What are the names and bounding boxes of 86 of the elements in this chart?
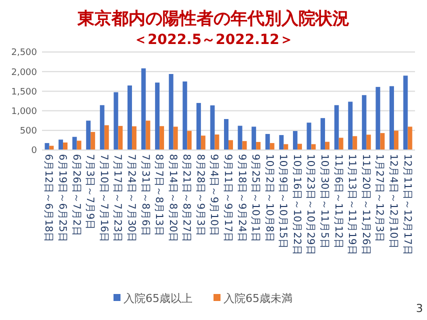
x-tick-label: 6月12日～6月18日 — [42, 154, 54, 242]
x-tick-label: 7月17日～7月23日 — [112, 154, 123, 242]
x-tick-label: 8月28日～9月3日 — [194, 154, 206, 236]
bar — [238, 126, 242, 150]
chart-subtitle: ＜2022.5～2022.12＞ — [134, 32, 294, 48]
bar — [380, 133, 385, 150]
bar — [210, 105, 215, 150]
x-tick-label: 8月7日～8月13日 — [153, 154, 164, 236]
bar — [173, 126, 178, 150]
x-tick-label: 7月24日～7月30日 — [125, 154, 136, 242]
x-tick-label: 10月30日～11月5日 — [318, 154, 330, 249]
legend-label: 入院65歳以上 — [124, 292, 192, 305]
bar — [187, 130, 192, 150]
y-tick-label: 2,500 — [11, 48, 38, 58]
bar — [155, 82, 160, 150]
x-tick-label: 10月16日～10月22日 — [290, 154, 302, 255]
text: 3 — [416, 302, 423, 315]
bar — [182, 81, 188, 150]
x-tick-label: 7月3日～7月9日 — [84, 154, 96, 230]
bar — [132, 126, 136, 150]
bar — [118, 126, 123, 150]
bar — [334, 105, 339, 150]
legend-label: 入院65歳未満 — [224, 292, 292, 305]
bar — [76, 140, 82, 150]
x-tick-label: 8月14日～8月20日 — [166, 154, 178, 242]
bar — [270, 143, 274, 150]
bar — [104, 125, 109, 150]
bar — [256, 142, 261, 150]
bar — [63, 142, 68, 150]
bar — [242, 141, 247, 150]
x-tick-label: 6月19日～6月25日 — [56, 154, 68, 242]
bar — [252, 126, 256, 150]
bar — [127, 85, 132, 150]
bar — [389, 86, 394, 150]
x-tick-label: 9月11日～9月17日 — [222, 154, 233, 242]
bar — [284, 144, 288, 150]
x-tick-label: 11月13日～11月19日 — [346, 154, 358, 255]
x-tick-label: 10月23日～10月29日 — [304, 154, 316, 255]
bar — [394, 130, 398, 150]
bar — [352, 136, 358, 150]
bar — [366, 134, 371, 150]
bar — [168, 74, 174, 150]
bar — [86, 120, 91, 150]
x-tick-label: 9月4日～9月10日 — [208, 154, 220, 236]
x-tick-label: 11月20日～11月26日 — [360, 154, 371, 255]
bar — [320, 118, 326, 150]
bar — [325, 142, 330, 150]
bar — [214, 134, 220, 150]
bar — [114, 92, 118, 150]
bar — [403, 76, 408, 150]
bar — [100, 105, 104, 150]
x-tick-label: 1月27日～12月3日 — [374, 154, 385, 242]
bar — [279, 135, 284, 150]
bar — [292, 131, 298, 150]
bar — [160, 126, 164, 150]
x-tick-label: 8月21日～8月27日 — [180, 154, 192, 242]
y-tick-label: 1,500 — [11, 87, 38, 98]
bar — [90, 132, 96, 150]
x-tick-label: 12月4日～12月10日 — [387, 154, 398, 249]
y-tick-label: 500 — [20, 126, 38, 137]
bar — [228, 140, 233, 150]
bar — [376, 86, 380, 150]
bar — [58, 140, 64, 150]
x-tick-label: 12月11日～12月17日 — [401, 154, 412, 255]
bar — [196, 102, 201, 150]
bar — [338, 138, 344, 150]
x-tick-label: 10月9日～10月15日 — [277, 154, 288, 249]
x-tick-label: 6月26日～7月2日 — [70, 154, 82, 236]
x-tick-label: 7月10日～7月16日 — [98, 154, 109, 242]
chart-title: 東京都内の陽性者の年代別入院状況 — [76, 9, 350, 29]
bar — [224, 119, 228, 150]
x-tick-label: 9月25日～10月1日 — [250, 154, 261, 242]
x-tick-label: 7月31日～8月6日 — [139, 154, 150, 236]
x-tick-label: 9月18日～9月24日 — [236, 154, 247, 242]
y-tick-label: 0 — [31, 146, 38, 156]
bar — [200, 136, 206, 150]
bar — [362, 95, 366, 150]
x-tick-label: 11月6日～11月12日 — [332, 154, 344, 249]
y-tick-label: 2,000 — [11, 68, 38, 78]
bar — [72, 136, 77, 150]
bar — [265, 134, 270, 150]
bar — [141, 68, 146, 150]
y-tick-label: 1,000 — [11, 106, 38, 117]
bar — [348, 102, 353, 150]
x-tick-label: 10月2日～10月8日 — [263, 154, 274, 242]
bar — [311, 144, 316, 150]
